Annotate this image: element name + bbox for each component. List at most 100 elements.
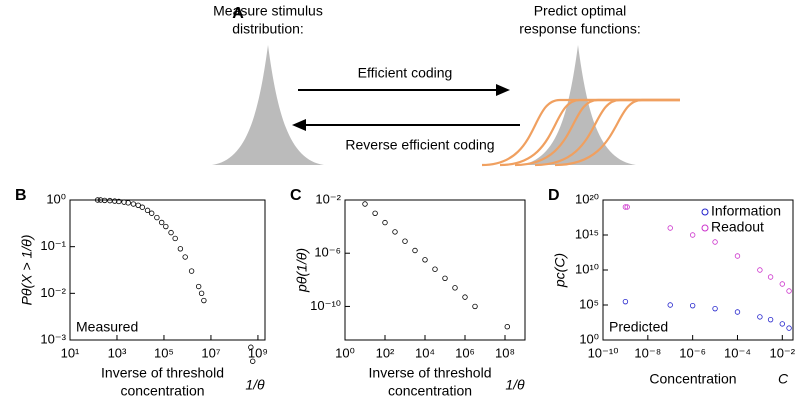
point [177,246,184,252]
x-tick-label: 10⁸ [495,345,515,360]
x-tick-label: 10⁻⁸ [634,345,661,360]
point [432,266,438,272]
point [624,204,630,210]
point [172,235,178,242]
panel-letter: D [548,187,560,204]
panel-letter: A [232,5,244,22]
y-tick-label: 10¹⁰ [575,261,599,276]
point [667,302,673,308]
x-tick-label: 10⁻⁴ [724,345,751,360]
point [767,316,774,323]
y-tick-label: 10⁻² [315,191,341,206]
point [125,200,131,206]
point [182,254,188,260]
x-tick-label: 10² [376,345,395,360]
point [689,232,696,238]
point [201,297,207,304]
right-label: Predict optimal [534,3,627,19]
plot-frame [69,199,266,341]
point [195,283,202,290]
point [188,268,195,274]
point [168,229,174,236]
point [101,197,108,204]
point [786,288,792,294]
legend-marker [701,224,709,232]
panel-a: A Measure stimulus distribution: Predict… [212,3,680,167]
x-tick-label: 10⁻⁶ [679,345,706,360]
point [504,323,510,330]
x-tick-label: 10⁶ [455,345,475,360]
point [97,197,104,203]
point [248,344,254,350]
x-axis-math: C [778,371,789,387]
reverse-label: Reverse efficient coding [345,137,494,153]
y-tick-label: 10⁻¹⁰ [310,298,341,313]
x-tick-label: 10⁴ [415,345,435,360]
point [382,219,388,226]
point [107,197,113,204]
arrow-head [292,119,306,131]
x-tick-label: 10⁵ [154,345,174,360]
point [144,207,151,214]
point [734,309,741,315]
legend-label: Information [711,203,781,219]
y-axis-label: pθ(1/θ) [294,248,310,293]
point [757,314,763,320]
x-tick-label: 10⁰ [335,345,355,360]
x-axis-math: 1/θ [245,377,265,393]
response-functions [481,98,680,167]
point [422,257,428,263]
x-axis-label: Inverse of threshold [101,365,224,381]
point [362,201,368,207]
x-tick-label: 10¹ [61,345,80,360]
y-tick-label: 10⁻² [40,285,66,300]
x-tick-label: 10⁷ [201,345,220,360]
y-tick-label: 10²⁰ [575,191,599,206]
point [472,303,478,310]
distribution [520,45,636,165]
point [462,294,468,300]
x-tick-label: 10³ [108,345,127,360]
forward-label: Efficient coding [358,65,453,81]
x-tick-label: 10⁻¹⁰ [588,345,619,360]
point [392,229,398,235]
point [250,358,256,364]
point [767,274,774,280]
x-axis-label: concentration [388,383,472,399]
y-tick-label: 10⁰ [46,191,66,206]
y-tick-label: 10⁻⁶ [314,245,341,260]
point [402,238,408,244]
point [712,305,718,312]
annotation: Measured [76,319,138,335]
point [116,198,122,205]
point [112,198,118,204]
arrow-head [496,84,510,96]
point [779,321,786,327]
y-tick-label: 10⁰ [579,331,599,346]
x-axis-label: concentration [120,383,204,399]
distribution [212,45,324,165]
legend-marker [701,208,709,216]
panel-letter: C [290,187,302,204]
point [163,223,169,230]
point [786,325,792,331]
x-axis-label: Concentration [649,371,736,387]
left-label: Measure stimulus [213,3,323,19]
y-tick-label: 10¹⁵ [575,226,599,241]
y-axis-label: Pθ(X > 1/θ) [19,235,35,306]
point [734,253,741,259]
point [622,204,629,210]
point [158,219,165,226]
point [779,281,786,287]
point [412,247,418,254]
point [130,201,137,207]
panel-letter: B [15,187,27,204]
x-axis-label: Inverse of threshold [369,365,492,381]
point [198,290,205,297]
point [712,239,718,245]
right-label: response functions: [519,21,640,37]
point [139,204,146,210]
point [94,197,101,203]
point [148,210,155,216]
left-label: distribution: [232,21,304,37]
